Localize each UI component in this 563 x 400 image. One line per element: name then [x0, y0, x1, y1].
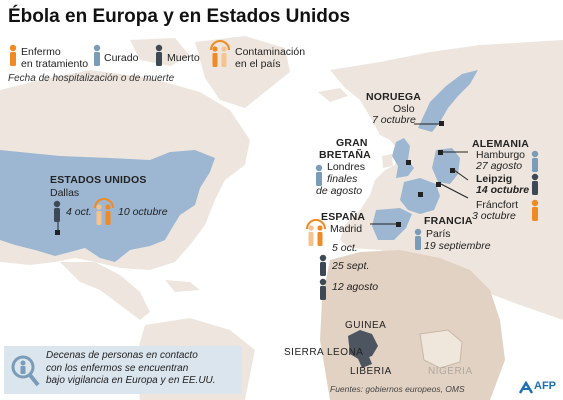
francia-city: París [426, 228, 451, 240]
liberia-shape [356, 354, 372, 368]
usa-date2: 10 octubre [118, 206, 168, 218]
afp-logo-icon [518, 381, 534, 395]
curado-icon [92, 44, 102, 66]
contaminacion-icon [208, 38, 232, 68]
alemania-date1: 27 agosto [476, 160, 523, 172]
germany-highlight [432, 148, 460, 184]
footnote-box [4, 346, 242, 394]
page-title: Ébola en Europa y en Estados Unidos [8, 6, 351, 27]
alemania-city3: Fráncfort [476, 199, 519, 211]
gb-date2: de agosto [316, 185, 363, 197]
afp-brand: AFP [534, 380, 556, 392]
ireland-land [382, 154, 393, 168]
liberia-label: LIBERIA [350, 366, 392, 377]
west-africa-outbreak [348, 330, 378, 360]
francia-date: 19 septiembre [424, 240, 491, 252]
gb-city: Londres [327, 161, 365, 173]
nigeria-label: NIGERIA [428, 366, 473, 377]
usa-date1: 4 oct. [66, 206, 92, 218]
espana-label: ESPAÑA [321, 211, 366, 223]
hamburgo-curado-icon [530, 150, 540, 172]
espana-date1: 5 oct. [332, 242, 358, 254]
legend-enfermo: Enfermo en tratamiento [21, 46, 89, 70]
leipzig-muerto-icon [530, 173, 540, 195]
espana-muerto-icon-2 [318, 278, 328, 300]
francfort-enfermo-icon [530, 199, 540, 221]
espana-city: Madrid [330, 223, 363, 235]
magnifier-person-icon [10, 354, 40, 388]
alemania-city2: Leipzig [476, 173, 513, 185]
iceland-land [318, 88, 348, 102]
caribbean-islands [165, 280, 200, 292]
footnote-text: Decenas de personas en contacto con los … [46, 350, 216, 386]
gb-label-1: GRAN [336, 137, 368, 149]
sierra-leona-label: SIERRA LEONA [284, 347, 364, 358]
gb-label-2: BRETAÑA [319, 149, 371, 161]
espana-muerto-icon-1 [318, 254, 328, 276]
alemania-label: ALEMANIA [472, 138, 530, 150]
nigeria-shape [419, 329, 463, 369]
espana-contaminacion-icon [304, 217, 328, 247]
usa-muerto-icon [52, 200, 62, 222]
gb-date1: finales [327, 173, 358, 185]
enfermo-icon [8, 44, 18, 66]
mexico-land [60, 262, 150, 320]
legend-contaminacion: Contaminación en el país [235, 46, 306, 70]
alemania-date2: 14 octubre [476, 184, 530, 196]
usa-contaminacion-icon [92, 196, 116, 226]
legend-muerto: Muerto [167, 52, 200, 64]
guinea-label: GUINEA [345, 320, 387, 331]
espana-date2: 25 sept. [332, 260, 370, 272]
sources-text: Fuentes: gobiernos europeos, OMS [330, 384, 465, 394]
legend-curado: Curado [104, 52, 139, 64]
gb-curado-icon [314, 164, 324, 186]
alemania-city1: Hamburgo [476, 149, 526, 161]
espana-date3: 12 agosto [332, 281, 379, 293]
noruega-date: 7 octubre [372, 114, 416, 126]
usa-city: Dallas [50, 187, 80, 199]
uk-highlight [392, 138, 414, 178]
francia-label: FRANCIA [424, 215, 473, 227]
muerto-icon [154, 44, 164, 66]
francia-curado-icon [413, 228, 423, 250]
noruega-label: NORUEGA [366, 91, 422, 103]
legend-fecha: Fecha de hospitalización o de muerte [8, 73, 175, 84]
norway-highlight [418, 70, 478, 132]
usa-label: ESTADOS UNIDOS [50, 174, 147, 186]
alaska-land [0, 92, 25, 118]
alemania-date3: 3 octubre [472, 210, 516, 222]
greenland-land [195, 36, 290, 108]
noruega-city: Oslo [393, 103, 415, 115]
